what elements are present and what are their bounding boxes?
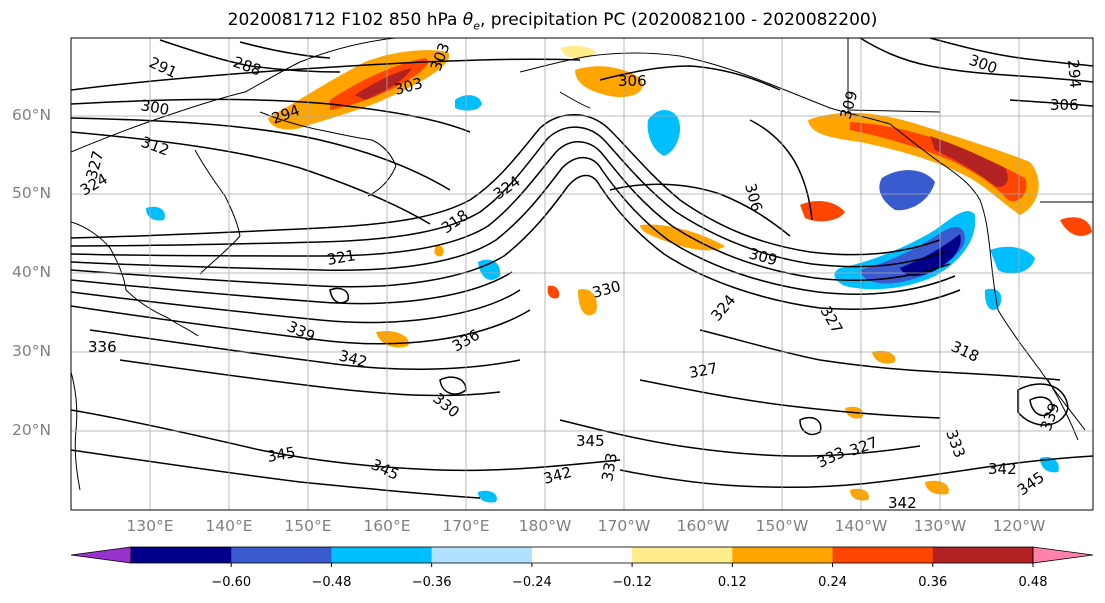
colorbar-tick-label: 0.48 [1018,575,1048,590]
contour-label: 345 [576,432,605,450]
colorbar-segment [732,547,834,563]
lat-label: 60°N [12,106,52,124]
contour-label: 294 [1064,59,1084,89]
precip-positive [850,488,869,501]
colorbar-tick-label: 0.12 [717,575,747,590]
lon-label: 140°E [205,517,253,535]
theta-e-contours [71,38,1093,499]
colorbar-extend-min [70,546,132,564]
colorbar-segment [832,547,934,563]
colorbar-segment [131,547,232,563]
lon-label: 170°W [597,517,651,535]
contour-label: 342 [988,460,1017,478]
precip-negative [900,234,961,277]
colorbar-tick-label: −0.48 [311,575,352,590]
precip-negative [647,110,681,156]
lon-label: 150°E [284,517,332,535]
colorbar-segment [531,547,633,563]
precip-negative [478,490,497,503]
precip-positive [808,112,1039,215]
colorbar-tick-label: 0.36 [918,575,948,590]
colorbar-segment [331,547,433,563]
colorbar-frame [130,546,1034,564]
precip-positive [560,45,596,59]
lat-label: 40°N [12,263,52,281]
lon-label: 120°W [992,517,1046,535]
colorbar-segment [632,547,733,563]
contour-label: 321 [326,246,357,269]
colorbar-tick-label: −0.24 [511,575,552,590]
contour-label: 306 [1050,96,1079,114]
colorbar-extend-max [1032,546,1094,564]
map-frame [70,37,1094,511]
precip-positive [434,245,444,257]
precip-positive [578,289,597,316]
contour-label: 345 [266,443,297,466]
lon-label: 130°W [913,517,967,535]
contour-label: 336 [88,338,117,356]
precip-positive [355,68,412,100]
figure-title: 2020081712 F102 850 hPa θe, precipitatio… [227,10,878,33]
precip-negative [1040,456,1059,473]
precip-negative [879,170,935,211]
contour-label: 300 [139,96,170,119]
precip-negative [990,246,1035,274]
colorbar-tick-label: −0.60 [211,575,252,590]
lon-label: 160°E [363,517,411,535]
colorbar-segment [431,547,533,563]
colorbar-segment [932,547,1034,563]
precip-negative [478,259,501,280]
lon-label: 150°W [755,517,809,535]
contour-label: 327 [688,359,719,382]
colorbar-segment [231,547,332,563]
coastlines [71,38,1093,491]
lon-label: 130°E [126,517,174,535]
lon-label: 160°W [676,517,730,535]
colorbar-tick-label: 0.24 [818,575,848,590]
precip-positive [547,285,560,299]
precip-positive [872,350,896,364]
graticule [71,38,1093,510]
precip-positive [930,136,1008,187]
precip-positive [1060,217,1092,236]
lat-label: 50°N [12,184,52,202]
precip-negative [455,95,482,111]
lat-label: 30°N [12,342,52,360]
contour-label: 342 [888,494,917,512]
lon-label: 180°W [518,517,572,535]
lon-label: 140°W [834,517,888,535]
colorbar-tick-label: −0.36 [411,575,452,590]
lon-label: 170°E [442,517,490,535]
lat-label: 20°N [12,421,52,439]
contour-label: 333 [598,451,621,482]
precip-positive [925,480,949,495]
contour-label: 306 [618,72,647,90]
colorbar-tick-label: −0.12 [612,575,653,590]
precip-negative [146,206,165,221]
